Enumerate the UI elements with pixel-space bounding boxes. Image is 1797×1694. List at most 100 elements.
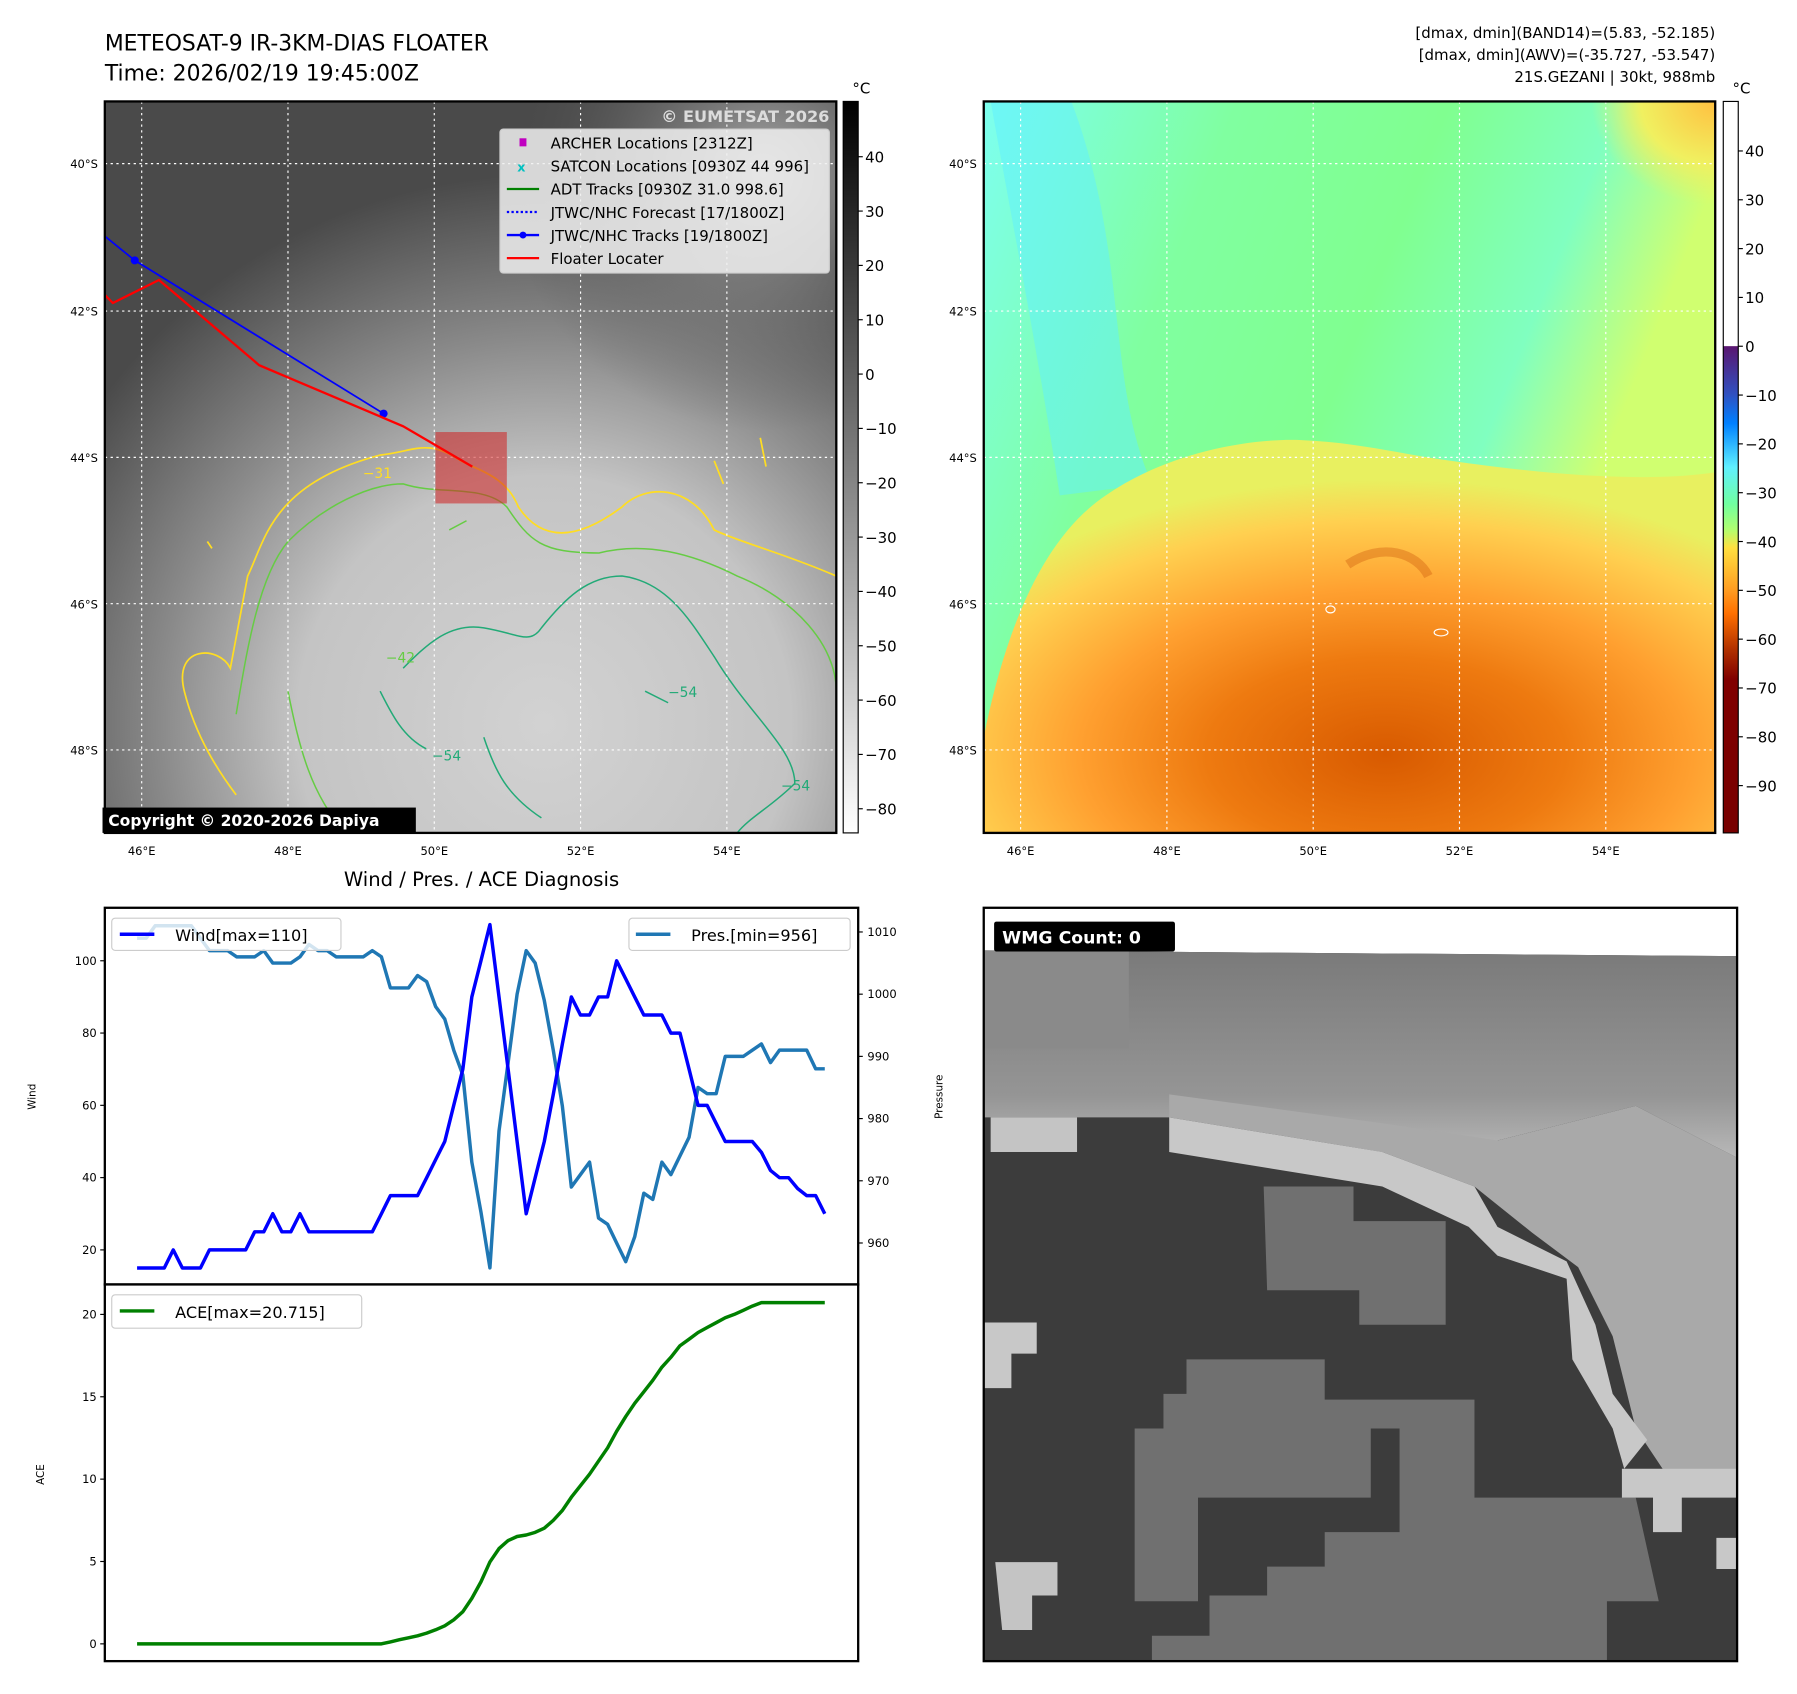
lon-label: 46°E	[128, 844, 156, 858]
lat-label: 46°S	[949, 597, 977, 611]
ace-legend: ACE[max=20.715]	[111, 1294, 363, 1329]
pressure-tick-label: 1010	[867, 925, 896, 939]
map-legend: ARCHER Locations [2312Z] x SATCON Locati…	[499, 128, 830, 274]
lat-label: 48°S	[70, 744, 98, 758]
contour-label: −54	[432, 748, 461, 764]
colorbar-tick-label: −30	[865, 529, 897, 547]
colorbar-tick-label: 30	[865, 203, 884, 221]
legend-satcon: SATCON Locations [0930Z 44 996]	[551, 158, 809, 176]
wind-tick-label: 100	[75, 954, 97, 968]
ace-tick-label: 0	[89, 1637, 96, 1651]
lat-label: 40°S	[949, 157, 977, 171]
pressure-tick-label: 980	[867, 1112, 889, 1126]
lon-label: 50°E	[1299, 844, 1327, 858]
ir-lat-labels: 40°S 42°S 44°S 46°S 48°S	[70, 157, 98, 757]
ir-colorbar-ticks: 40 30 20 10 0 −10 −20 −30 −40 −50 −60 −70 −80	[858, 148, 897, 819]
contour-label: −54	[781, 778, 810, 794]
colorbar-tick-label: −40	[865, 583, 897, 601]
wind-legend-label: Wind[max=110]	[175, 926, 307, 945]
lon-label: 50°E	[420, 844, 448, 858]
colorbar-tick-label: −50	[865, 638, 897, 656]
legend-forecast: JTWC/NHC Forecast [17/1800Z]	[550, 204, 785, 222]
colorbar-tick-label: 0	[1745, 338, 1755, 356]
floater-locater-line	[104, 278, 473, 468]
colorbar-tick-label: −10	[865, 420, 897, 438]
colorbar-tick-label: 10	[865, 311, 884, 329]
pressure-tick-label: 960	[867, 1236, 889, 1250]
legend-floater: Floater Locater	[551, 250, 665, 268]
colorbar-tick-label: 20	[865, 257, 884, 275]
lon-label: 52°E	[1446, 844, 1474, 858]
ace-axis-label: ACE	[35, 1464, 47, 1485]
wind-tick-label: 40	[82, 1171, 97, 1185]
legend-adt: ADT Tracks [0930Z 31.0 998.6]	[551, 181, 784, 199]
colorbar-tick-label: 20	[1745, 240, 1764, 258]
floater-box	[435, 432, 507, 504]
colorbar-tick-label: −70	[1745, 680, 1777, 698]
colorbar-tick-label: −40	[1745, 533, 1777, 551]
lon-label: 54°E	[713, 844, 741, 858]
colorbar-tick-label: 0	[865, 366, 875, 384]
pressure-legend-label: Pres.[min=956]	[691, 926, 817, 945]
eumetsat-watermark: © EUMETSAT 2026	[661, 107, 829, 126]
pressure-legend: Pres.[min=956]	[628, 917, 851, 951]
awv-cloud-region	[983, 439, 1716, 833]
wmg-image	[983, 907, 1738, 1662]
ir-map-frame	[103, 100, 838, 835]
lat-label: 44°S	[949, 451, 977, 465]
ir-colorbar-unit: °C	[852, 79, 870, 97]
ace-tick-label: 10	[82, 1472, 97, 1486]
ace-tick-label: 5	[89, 1555, 96, 1569]
colorbar-tick-label: 30	[1745, 192, 1764, 210]
wind-tick-label: 20	[82, 1243, 97, 1257]
colorbar-tick-label: −60	[865, 692, 897, 710]
lat-label: 42°S	[70, 305, 98, 319]
awv-map-frame	[982, 100, 1717, 835]
lat-label: 46°S	[70, 597, 98, 611]
colorbar-tick-label: −70	[865, 746, 897, 764]
ir-lon-labels: 46°E 48°E 50°E 52°E 54°E	[128, 844, 741, 858]
pressure-tick-label: 970	[867, 1174, 889, 1188]
contour-label: −54	[668, 685, 697, 701]
ace-axes	[103, 1283, 860, 1663]
pressure-tick-label: 990	[867, 1049, 889, 1063]
info-storm: 21S.GEZANI | 30kt, 988mb	[1514, 68, 1715, 86]
awv-colorbar	[1722, 100, 1739, 834]
colorbar-tick-label: 10	[1745, 289, 1764, 307]
colorbar-tick-label: −20	[865, 475, 897, 493]
lon-label: 54°E	[1592, 844, 1620, 858]
lat-label: 42°S	[949, 305, 977, 319]
figure-title: METEOSAT-9 IR-3KM-DIAS FLOATER	[105, 32, 489, 57]
contour-label: −31	[363, 466, 392, 482]
ace-tick-label: 20	[82, 1307, 97, 1321]
info-awv: [dmax, dmin](AWV)=(-35.727, -53.547)	[1419, 46, 1715, 64]
legend-tracks: JTWC/NHC Tracks [19/1800Z]	[550, 227, 768, 245]
colorbar-tick-label: −20	[1745, 436, 1777, 454]
contour-label: −42	[386, 650, 415, 666]
wind-tick-label: 80	[82, 1026, 97, 1040]
lat-label: 44°S	[70, 451, 98, 465]
wind-legend: Wind[max=110]	[111, 917, 342, 951]
lat-label: 40°S	[70, 157, 98, 171]
ir-colorbar	[842, 100, 859, 834]
wind-tick-label: 60	[82, 1098, 97, 1112]
awv-lat-labels: 40°S 42°S 44°S 46°S 48°S	[949, 157, 977, 757]
colorbar-tick-label: −80	[865, 801, 897, 819]
ace-legend-label: ACE[max=20.715]	[175, 1303, 325, 1322]
contour-teal	[379, 575, 796, 833]
colorbar-tick-label: −10	[1745, 387, 1777, 405]
wind-series-line	[137, 922, 827, 1270]
lon-label: 52°E	[567, 844, 595, 858]
legend-archer: ARCHER Locations [2312Z]	[551, 135, 753, 153]
wind-axis-label: Wind	[27, 1084, 39, 1110]
awv-colorbar-unit: °C	[1732, 79, 1750, 97]
pressure-series-line	[137, 924, 825, 1270]
track-point-icon	[519, 231, 527, 239]
info-band14: [dmax, dmin](BAND14)=(5.83, -52.185)	[1415, 24, 1715, 42]
colorbar-tick-label: −30	[1745, 484, 1777, 502]
colorbar-tick-label: −90	[1745, 777, 1777, 795]
colorbar-tick-label: −80	[1745, 729, 1777, 747]
lon-label: 48°E	[1153, 844, 1181, 858]
colorbar-tick-label: 40	[1745, 143, 1764, 161]
